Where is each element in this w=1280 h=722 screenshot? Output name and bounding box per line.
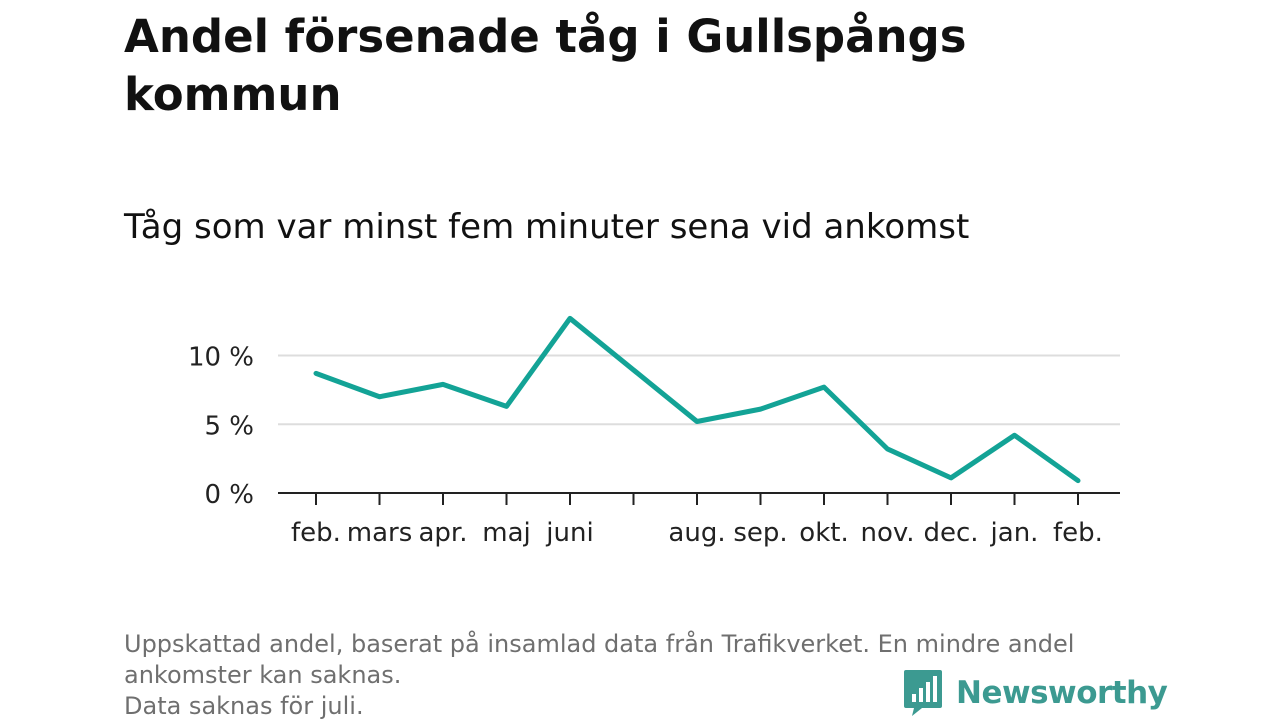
y-tick-label: 5 % bbox=[204, 411, 254, 441]
x-tick-label: feb. bbox=[291, 518, 341, 548]
x-tick-label: nov. bbox=[860, 518, 914, 548]
x-tick-label: jan. bbox=[990, 518, 1039, 548]
x-tick-label: dec. bbox=[923, 518, 978, 548]
footnote-line-1: Uppskattad andel, baserat på insamlad da… bbox=[124, 629, 1164, 660]
brand-name: Newsworthy bbox=[956, 675, 1167, 711]
newsworthy-logo: Newsworthy bbox=[902, 668, 1167, 718]
x-tick-label: okt. bbox=[799, 518, 848, 548]
x-tick-label: aug. bbox=[668, 518, 725, 548]
x-tick-label: mars bbox=[347, 518, 413, 548]
x-tick-label: juni bbox=[545, 518, 593, 548]
y-tick-label: 10 % bbox=[188, 343, 254, 373]
x-tick-label: apr. bbox=[418, 518, 467, 548]
y-tick-label: 0 % bbox=[204, 480, 254, 510]
x-tick-label: sep. bbox=[733, 518, 787, 548]
series-line-0 bbox=[316, 318, 1078, 480]
newsworthy-logo-icon bbox=[902, 668, 944, 718]
x-tick-label: feb. bbox=[1053, 518, 1103, 548]
x-tick-label: maj bbox=[482, 518, 530, 548]
